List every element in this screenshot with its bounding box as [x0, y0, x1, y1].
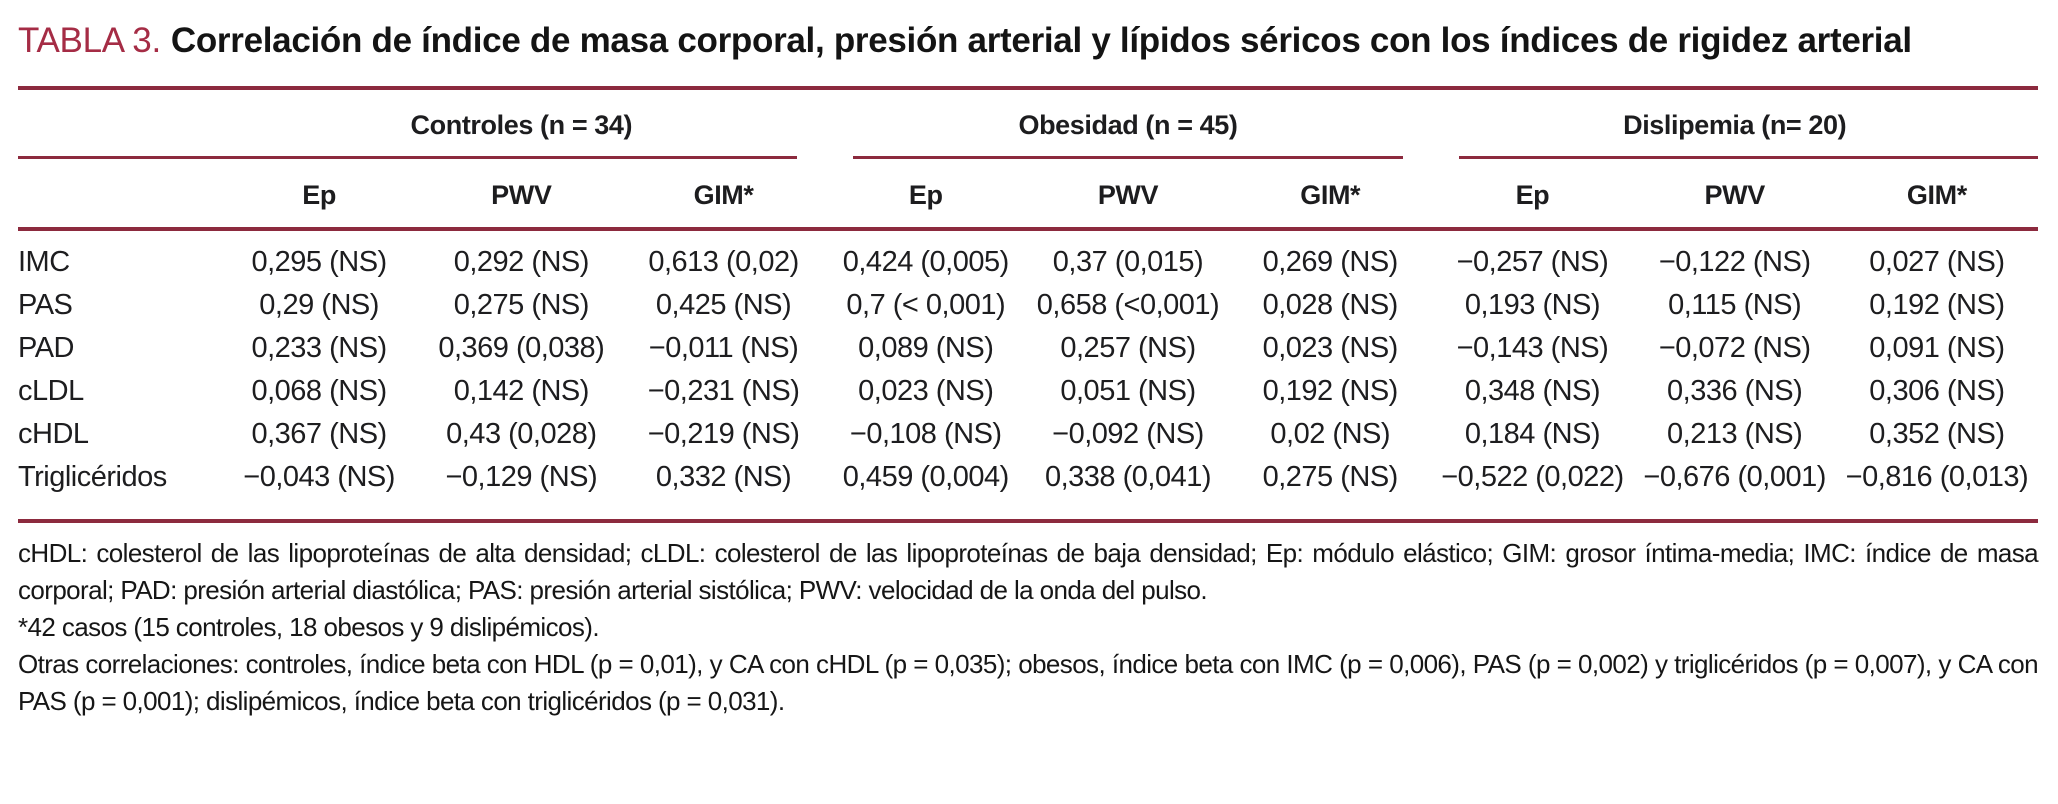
cell-imc-controles-gim: 0,613 (0,02) [648, 245, 799, 278]
cell-chdl-dislipemia-ep: 0,184 (NS) [1464, 417, 1601, 450]
column-header-pwv-obesidad: PWV [1097, 179, 1159, 210]
stub-header-empty [18, 174, 218, 211]
column-header-gim-obesidad: GIM* [1300, 179, 1361, 210]
group-rule-dislipemia [1459, 155, 2038, 159]
row-label-chdl: cHDL [18, 417, 89, 450]
cell-chdl-controles-pwv: 0,43 (0,028) [446, 417, 597, 450]
cell-pad-dislipemia-gim: 0,091 (NS) [1869, 331, 2005, 364]
cell-pad-controles-ep: 0,233 (NS) [251, 331, 387, 364]
cell-pas-controles-ep: 0,29 (NS) [259, 288, 379, 321]
cell-cldl-obesidad-pwv: 0,051 (NS) [1060, 374, 1196, 407]
cell-pas-dislipemia-pwv: 0,115 (NS) [1668, 288, 1802, 321]
column-header-ep-obesidad: Ep [908, 179, 943, 210]
cell-imc-dislipemia-gim: 0,027 (NS) [1869, 245, 2005, 278]
cell-pas-obesidad-ep: 0,7 (< 0,001) [846, 288, 1006, 321]
cell-chdl-obesidad-pwv: −0,092 (NS) [1052, 417, 1204, 450]
cell-chdl-obesidad-ep: −0,108 (NS) [849, 417, 1002, 450]
row-label-trigliceridos: Triglicéridos [18, 460, 167, 493]
table-top-rule [18, 85, 2038, 90]
column-header-gim-dislipemia: GIM* [1906, 179, 1967, 210]
cell-trigliceridos-obesidad-ep: 0,459 (0,004) [842, 460, 1010, 493]
cell-cldl-controles-gim: −0,231 (NS) [647, 374, 800, 407]
cell-trigliceridos-dislipemia-ep: −0,522 (0,022) [1441, 460, 1624, 493]
column-header-pwv-controles: PWV [491, 179, 552, 210]
correlation-table: Controles (n = 34) Obesidad (n = 45) Dis… [18, 85, 2038, 523]
cell-imc-dislipemia-ep: −0,257 (NS) [1456, 245, 1609, 278]
cell-pas-controles-pwv: 0,275 (NS) [453, 288, 590, 321]
cell-pas-obesidad-pwv: 0,658 (<0,001) [1036, 288, 1220, 321]
cell-chdl-controles-gim: −0,219 (NS) [647, 417, 800, 450]
cell-cldl-controles-pwv: 0,142 (NS) [453, 374, 590, 407]
group-header-obesidad: Obesidad (n = 45) [1018, 109, 1238, 140]
row-label-cldl: cLDL [18, 374, 84, 407]
cell-pas-dislipemia-gim: 0,192 (NS) [1869, 288, 2005, 321]
group-header-controles: Controles (n = 34) [410, 109, 633, 140]
group-rule-controles [18, 155, 797, 159]
table-title: TABLA 3. Correlación de índice de masa co… [18, 16, 1958, 66]
column-header-ep-controles: Ep [302, 179, 336, 210]
footnote-abbreviations: cHDL: colesterol de las lipoproteínas de… [18, 537, 2039, 605]
cell-pad-controles-gim: −0,011 (NS) [648, 331, 799, 364]
cell-trigliceridos-controles-gim: 0,332 (NS) [655, 460, 792, 493]
cell-cldl-obesidad-gim: 0,192 (NS) [1262, 374, 1399, 407]
cell-chdl-dislipemia-pwv: 0,213 (NS) [1667, 417, 1803, 450]
cell-imc-controles-pwv: 0,292 (NS) [453, 245, 590, 278]
cell-trigliceridos-controles-ep: −0,043 (NS) [243, 460, 395, 493]
row-label-pas: PAS [18, 288, 73, 321]
cell-cldl-obesidad-ep: 0,023 (NS) [858, 374, 994, 407]
cell-trigliceridos-dislipemia-gim: −0,816 (0,013) [1845, 460, 2029, 493]
cell-chdl-obesidad-gim: 0,02 (NS) [1270, 417, 1391, 450]
row-label-pad: PAD [18, 331, 74, 364]
cell-pad-dislipemia-ep: −0,143 (NS) [1456, 331, 1609, 364]
group-header-dislipemia: Dislipemia (n= 20) [1623, 109, 1847, 140]
cell-trigliceridos-obesidad-pwv: 0,338 (0,041) [1044, 460, 1212, 493]
cell-imc-obesidad-pwv: 0,37 (0,015) [1052, 245, 1204, 278]
cell-pad-obesidad-pwv: 0,257 (NS) [1060, 331, 1196, 364]
cell-chdl-controles-ep: 0,367 (NS) [251, 417, 387, 450]
column-header-gim-controles: GIM* [693, 179, 754, 210]
cell-cldl-dislipemia-pwv: 0,336 (NS) [1667, 374, 1803, 407]
cell-pas-controles-gim: 0,425 (NS) [655, 288, 792, 321]
column-header-pwv-dislipemia: PWV [1704, 179, 1766, 210]
cell-pad-obesidad-gim: 0,023 (NS) [1262, 331, 1399, 364]
column-header-ep-dislipemia: Ep [1515, 179, 1550, 210]
cell-pas-obesidad-gim: 0,028 (NS) [1262, 288, 1399, 321]
cell-pad-obesidad-ep: 0,089 (NS) [858, 331, 994, 364]
cell-imc-obesidad-gim: 0,269 (NS) [1262, 245, 1399, 278]
group-rule-obesidad [852, 155, 1404, 159]
row-label-imc: IMC [18, 245, 70, 278]
cell-chdl-dislipemia-gim: 0,352 (NS) [1869, 417, 2005, 450]
footnote-asterisk: *42 casos (15 controles, 18 obesos y 9 d… [18, 611, 600, 642]
table-bottom-rule [18, 518, 2038, 523]
cell-cldl-dislipemia-gim: 0,306 (NS) [1869, 374, 2005, 407]
header-body-rule [18, 226, 2038, 231]
cell-trigliceridos-dislipemia-pwv: −0,676 (0,001) [1643, 460, 1826, 493]
table-footnotes: cHDL: colesterol de las lipoproteínas de… [18, 535, 2039, 720]
cell-trigliceridos-controles-pwv: −0,129 (NS) [445, 460, 598, 493]
table-number-label: TABLA 3. [18, 21, 161, 60]
footnote-other-correlations: Otras correlaciones: controles, índice b… [18, 648, 2039, 716]
cell-pad-dislipemia-pwv: −0,072 (NS) [1658, 331, 1811, 364]
table-title-text: Correlación de índice de masa corporal, … [170, 21, 1912, 60]
cell-cldl-controles-ep: 0,068 (NS) [251, 374, 387, 407]
cell-trigliceridos-obesidad-gim: 0,275 (NS) [1262, 460, 1399, 493]
cell-imc-controles-ep: 0,295 (NS) [251, 245, 387, 278]
cell-pad-controles-pwv: 0,369 (0,038) [438, 331, 605, 364]
cell-cldl-dislipemia-ep: 0,348 (NS) [1464, 374, 1601, 407]
cell-imc-obesidad-ep: 0,424 (0,005) [842, 245, 1010, 278]
cell-pas-dislipemia-ep: 0,193 (NS) [1464, 288, 1601, 321]
cell-imc-dislipemia-pwv: −0,122 (NS) [1658, 245, 1811, 278]
